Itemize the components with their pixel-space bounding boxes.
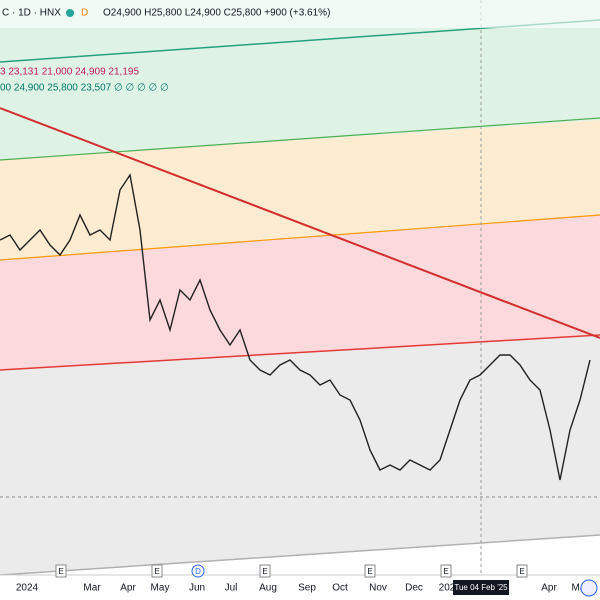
event-label: E xyxy=(443,567,448,576)
x-tick-label: Mar xyxy=(83,583,101,594)
indicator-values: 00 24,900 25,800 23,507 ∅ ∅ ∅ ∅ ∅ xyxy=(0,83,169,94)
zone-gray xyxy=(0,335,600,575)
event-marker xyxy=(259,564,271,578)
x-tick-label: Jun xyxy=(189,583,205,594)
channel-bottom xyxy=(0,534,600,576)
price-line xyxy=(0,173,591,481)
event-label: E xyxy=(154,567,159,576)
channel-line xyxy=(0,117,600,161)
indicator-values: 3 23,131 21,000 24,909 21,195 xyxy=(0,67,139,78)
x-tick-label: Nov xyxy=(369,583,387,594)
replay-button[interactable] xyxy=(580,579,598,597)
zone-green xyxy=(0,0,600,160)
event-label: D xyxy=(195,567,201,576)
symbol: C · 1D · HNX xyxy=(2,8,61,19)
x-tick-label: Aug xyxy=(259,583,277,594)
ohlc: O24,900 H25,800 L24,900 C25,800 +900 (+3… xyxy=(103,8,330,19)
x-tick-label: Apr xyxy=(120,583,136,594)
x-tick-label: Sep xyxy=(298,583,316,594)
x-tick-label: Dec xyxy=(405,583,423,594)
event-marker xyxy=(364,564,376,578)
zone-red xyxy=(0,215,600,370)
plot xyxy=(0,173,591,481)
event-marker xyxy=(440,564,452,578)
trend-line xyxy=(0,107,600,339)
x-tick-label: Apr xyxy=(541,583,557,594)
event-label: E xyxy=(367,567,372,576)
x-tick-label: 2024 xyxy=(16,583,39,594)
event-marker xyxy=(55,564,67,578)
event-marker xyxy=(151,564,163,578)
zone-orange xyxy=(0,120,600,260)
status-dot xyxy=(66,9,74,17)
x-tick-label: Tue 04 Feb '25 xyxy=(454,583,508,592)
channel-line xyxy=(0,334,600,371)
x-tick-label: Jul xyxy=(225,583,238,594)
header-bar xyxy=(0,0,600,28)
x-tick-label: 202 xyxy=(439,583,456,594)
x-tick-label: Oct xyxy=(332,583,348,594)
flag: D xyxy=(81,8,88,19)
event-marker xyxy=(516,564,528,578)
crosshair-label-bg xyxy=(453,580,509,595)
event-label: E xyxy=(262,567,267,576)
event-label: E xyxy=(58,567,63,576)
event-label: E xyxy=(519,567,524,576)
x-tick-label: May xyxy=(151,583,170,594)
channel-line xyxy=(0,214,600,261)
event-marker xyxy=(191,564,205,578)
